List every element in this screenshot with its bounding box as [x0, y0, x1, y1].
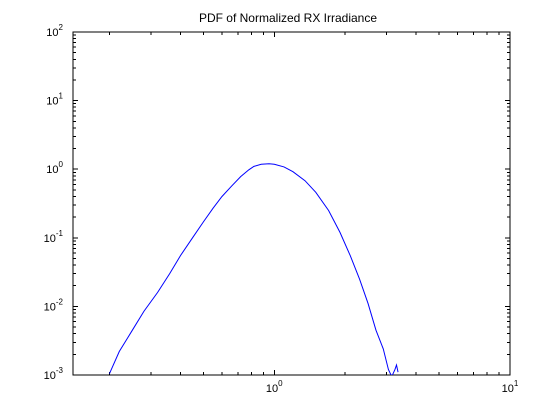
y-tick-label: 10-2 — [44, 297, 64, 313]
x-tick-label: 101 — [502, 379, 519, 395]
y-tick-label: 10-1 — [44, 229, 64, 245]
y-tick-label: 102 — [46, 23, 63, 39]
y-tick-label: 101 — [46, 92, 63, 108]
series-line — [109, 163, 399, 375]
chart-title: PDF of Normalized RX Irradiance — [199, 11, 377, 25]
plot-area — [72, 31, 511, 376]
x-tick-label: 100 — [266, 379, 283, 395]
x-axis: 100 101 — [109, 32, 519, 395]
y-tick-label: 100 — [46, 160, 63, 176]
axes-box — [72, 31, 511, 376]
series-layer — [109, 163, 399, 375]
y-axis: 10-3 10-2 10-1 100 101 102 — [44, 23, 510, 382]
y-tick-label: 10-3 — [44, 366, 64, 382]
